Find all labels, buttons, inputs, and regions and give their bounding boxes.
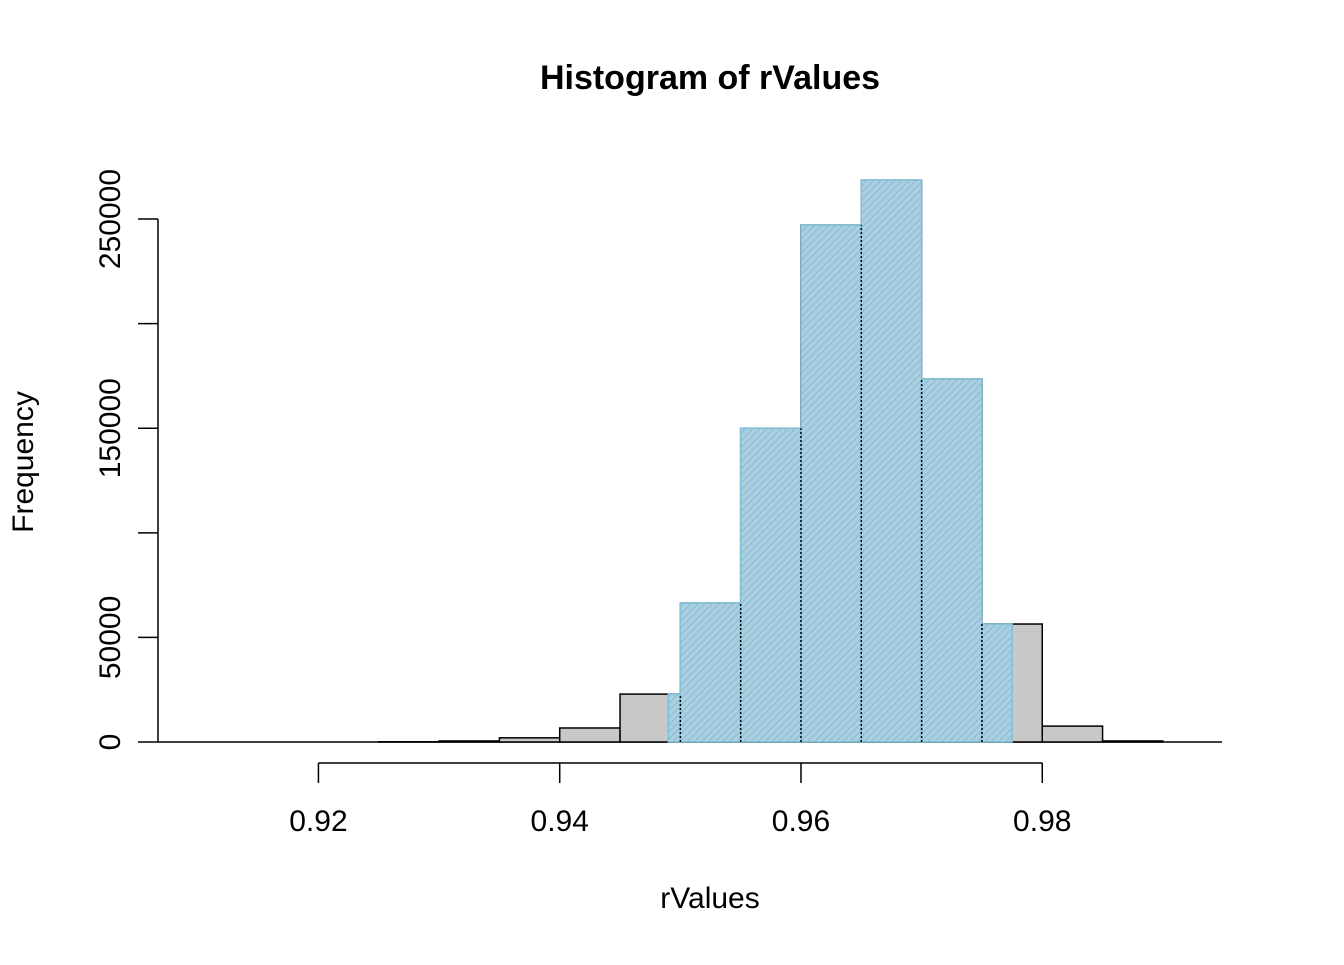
y-tick-label: 250000 — [94, 169, 127, 269]
bar — [1042, 726, 1102, 742]
y-tick-label: 50000 — [94, 596, 127, 679]
bar — [499, 738, 559, 742]
x-tick-label: 0.92 — [289, 805, 347, 838]
highlight-bar — [861, 180, 921, 742]
highlight-bar — [922, 379, 982, 742]
x-tick-label: 0.96 — [772, 805, 830, 838]
y-axis-title: Frequency — [7, 391, 40, 533]
y-tick-label: 0 — [94, 734, 127, 751]
highlight-bar — [982, 624, 1012, 742]
bar — [560, 728, 620, 742]
highlight-bar — [801, 225, 861, 742]
x-tick-label: 0.94 — [531, 805, 589, 838]
highlight-bar — [680, 603, 740, 742]
highlight-bar — [668, 694, 680, 742]
bar — [1103, 741, 1163, 742]
y-tick-label: 150000 — [94, 378, 127, 478]
x-axis-title: rValues — [660, 882, 760, 915]
bar — [439, 741, 499, 742]
highlight-bar — [741, 428, 801, 742]
chart-title: Histogram of rValues — [540, 59, 880, 97]
x-tick-label: 0.98 — [1013, 805, 1071, 838]
